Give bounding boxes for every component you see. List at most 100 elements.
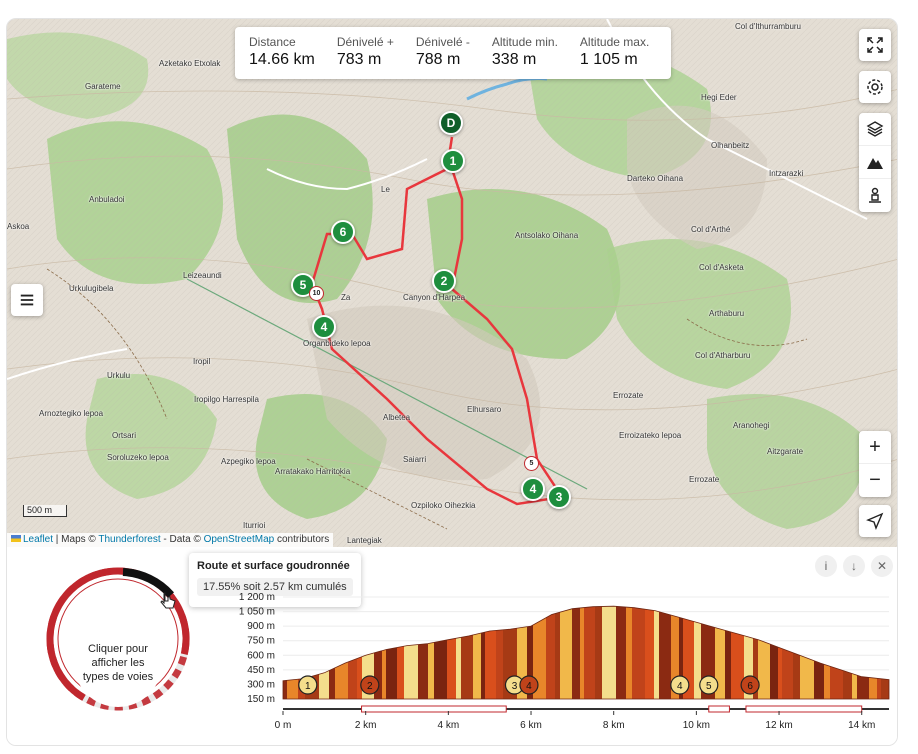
map-label: Col d'Atharburu	[695, 351, 751, 360]
tooltip-title: Route et surface goudronnée	[197, 560, 350, 572]
map-label: Arratakako Harritokia	[275, 467, 351, 476]
attribution-text: contributors	[274, 534, 330, 545]
fullscreen-button[interactable]	[859, 29, 891, 61]
map-label: Intzarazki	[769, 169, 804, 178]
route-viewer: Azketako Etxolak Garateme Anbuladoi Asko…	[6, 18, 898, 746]
mountain-icon	[867, 158, 883, 169]
map-label: Canyon d'Harpea	[403, 293, 466, 302]
map-label: Garateme	[85, 82, 121, 91]
close-icon: ✕	[876, 559, 888, 573]
waypoint-marker[interactable]: 5	[291, 273, 315, 297]
stat-distance: Distance 14.66 km	[249, 35, 337, 71]
stat-value: 338 m	[491, 51, 537, 68]
map-label: Erroizateko lepoa	[619, 431, 682, 440]
waypoint-marker[interactable]: 1	[441, 149, 465, 173]
map-label: Albetea	[383, 413, 411, 422]
stat-label: Altitude min.	[491, 35, 558, 49]
map-label: Iropil	[193, 357, 211, 366]
surface-types-button[interactable]: Cliquer pour afficher les types de voies	[74, 619, 162, 707]
hamburger-icon	[20, 294, 34, 306]
street-view-button[interactable]	[859, 179, 891, 212]
attribution-text: - Data ©	[160, 534, 204, 545]
map-label: Iturrioi	[243, 521, 266, 530]
stat-value: 14.66 km	[249, 51, 315, 68]
locate-button[interactable]	[859, 505, 891, 537]
map-label: Arnoztegiko lepoa	[39, 409, 104, 418]
plus-icon: +	[869, 435, 881, 458]
map-label: Urkulu	[107, 371, 131, 380]
terrain-button[interactable]	[859, 146, 891, 179]
stat-value: 788 m	[415, 51, 461, 68]
map-label: Le	[381, 185, 390, 194]
osm-link[interactable]: OpenStreetMap	[203, 534, 275, 545]
map-label: Antsolako Oihana	[515, 231, 579, 240]
download-icon: ↓	[851, 559, 857, 573]
stat-label: Altitude max.	[579, 35, 650, 49]
stat-altitude-max: Altitude max. 1 105 m	[580, 35, 671, 71]
minus-icon: −	[869, 469, 881, 491]
map-label: Azpegiko lepoa	[221, 457, 276, 466]
map-label: Za	[341, 293, 351, 302]
menu-button[interactable]	[11, 284, 43, 316]
map-label: Col d'Ithurramburu	[735, 22, 801, 31]
map[interactable]: Azketako Etxolak Garateme Anbuladoi Asko…	[7, 19, 897, 547]
map-label: Aitzgarate	[767, 447, 804, 456]
map-label: Col d'Arthé	[691, 225, 731, 234]
zoom-out-button[interactable]: −	[859, 464, 891, 497]
stat-elevation-loss: Dénivelé - 788 m	[416, 35, 492, 71]
map-scale: 500 m	[23, 505, 67, 517]
map-label: Arthaburu	[709, 309, 745, 318]
thunderforest-link[interactable]: Thunderforest	[98, 534, 161, 545]
surface-tooltip: Route et surface goudronnée 17.55% soit …	[189, 553, 361, 607]
map-label: Errozate	[689, 475, 720, 484]
km-marker: 10	[309, 286, 324, 301]
stat-label: Distance	[249, 35, 296, 49]
map-label: Leizeaundi	[183, 271, 222, 280]
cursor-hand-icon	[160, 592, 176, 609]
map-label: Iropilgo Harrespila	[194, 395, 259, 404]
waypoint-marker[interactable]: 2	[432, 269, 456, 293]
zoom-control: + −	[859, 431, 891, 497]
route-stats: Distance 14.66 km Dénivelé + 783 m Déniv…	[235, 27, 671, 79]
attribution-text: | Maps ©	[53, 534, 99, 545]
download-button[interactable]: ↓	[843, 555, 865, 577]
stat-elevation-gain: Dénivelé + 783 m	[337, 35, 416, 71]
map-label: Elhursaro	[467, 405, 502, 414]
chart-tools: i ↓ ✕	[815, 555, 893, 577]
map-label: Errozate	[613, 391, 644, 400]
leaflet-flag-icon	[11, 535, 21, 542]
map-label: Ozpiloko Oihezkia	[411, 501, 476, 510]
waypoint-marker[interactable]: 6	[331, 220, 355, 244]
stat-value: 1 105 m	[579, 51, 638, 68]
map-label: Anbuladoi	[89, 195, 125, 204]
leaflet-link[interactable]: Leaflet	[23, 534, 54, 545]
map-tools	[859, 113, 891, 212]
fullscreen-icon	[867, 37, 883, 53]
stat-altitude-min: Altitude min. 338 m	[492, 35, 580, 71]
person-pin-icon	[869, 187, 881, 203]
map-label: Ortsari	[112, 431, 136, 440]
waypoint-marker[interactable]: 3	[547, 485, 571, 509]
navigation-arrow-icon	[866, 512, 884, 530]
waypoint-marker[interactable]: 4	[312, 315, 336, 339]
km-marker: 5	[524, 456, 539, 471]
settings-button[interactable]	[859, 71, 891, 103]
tooltip-value: 17.55% soit 2.57 km cumulés	[197, 578, 353, 596]
map-label: Azketako Etxolak	[159, 59, 221, 68]
zoom-in-button[interactable]: +	[859, 431, 891, 464]
stat-label: Dénivelé +	[336, 35, 394, 49]
waypoint-marker[interactable]: 4	[521, 477, 545, 501]
map-label: Hegi Eder	[701, 93, 737, 102]
layers-icon	[866, 121, 884, 137]
map-label: Col d'Asketa	[699, 263, 744, 272]
map-label: Urkulugibela	[69, 284, 114, 293]
layers-button[interactable]	[859, 113, 891, 146]
map-label: Aranohegi	[733, 421, 770, 430]
map-label: Askoa	[7, 222, 30, 231]
map-attribution: Leaflet | Maps © Thunderforest - Data © …	[7, 533, 334, 547]
close-button[interactable]: ✕	[871, 555, 893, 577]
info-icon: i	[824, 559, 828, 573]
gear-icon	[867, 79, 883, 95]
route-start-marker[interactable]: D	[439, 111, 463, 135]
info-button[interactable]: i	[815, 555, 837, 577]
